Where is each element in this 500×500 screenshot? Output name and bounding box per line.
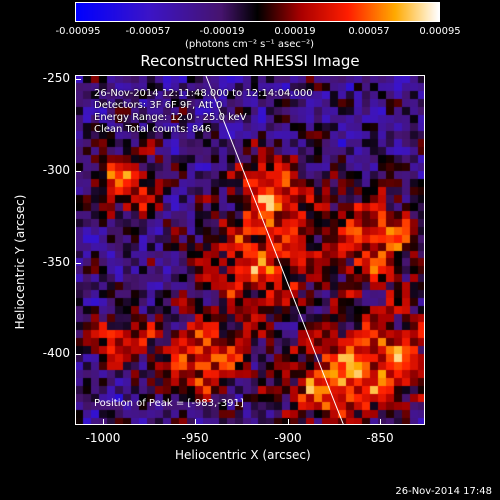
footer-date: 26-Nov-2014 17:48 bbox=[395, 486, 492, 497]
y-tick-label: -400 bbox=[42, 346, 70, 360]
x-axis-label: Heliocentric X (arcsec) bbox=[175, 448, 311, 462]
image-plot: 26-Nov-2014 12:11:48.000 to 12:14:04.000… bbox=[75, 75, 425, 425]
x-tick-label: -900 bbox=[274, 431, 302, 445]
x-tick-mark bbox=[103, 419, 104, 425]
peak-position: Position of Peak = [-983,-391] bbox=[94, 398, 244, 409]
x-tick-mark bbox=[288, 419, 289, 425]
colorbar-tick: -0.00095 bbox=[55, 26, 101, 37]
colorbar bbox=[75, 2, 440, 22]
y-tick-mark bbox=[75, 263, 81, 264]
x-tick-label: -950 bbox=[181, 431, 209, 445]
y-tick-label: -250 bbox=[42, 71, 70, 85]
colorbar-tick: 0.00095 bbox=[419, 26, 461, 37]
y-tick-label: -300 bbox=[42, 163, 70, 177]
info-energy: Energy Range: 12.0 - 25.0 keV bbox=[94, 112, 247, 123]
y-tick-mark bbox=[75, 79, 81, 80]
colorbar-tick: 0.00019 bbox=[274, 26, 316, 37]
colorbar-tick: 0.00057 bbox=[348, 26, 390, 37]
y-tick-mark bbox=[75, 354, 81, 355]
x-tick-mark bbox=[380, 419, 381, 425]
plot-title: Reconstructed RHESSI Image bbox=[140, 52, 360, 70]
y-tick-label: -350 bbox=[42, 255, 70, 269]
colorbar-tick: -0.00057 bbox=[125, 26, 171, 37]
info-detectors: Detectors: 3F 6F 9F, Att 0 bbox=[94, 100, 223, 111]
info-time-range: 26-Nov-2014 12:11:48.000 to 12:14:04.000 bbox=[94, 88, 313, 99]
x-tick-mark bbox=[195, 419, 196, 425]
x-tick-label: -1000 bbox=[85, 431, 121, 445]
info-clean: Clean Total counts: 846 bbox=[94, 124, 212, 135]
solar-limb-line bbox=[205, 76, 344, 424]
x-tick-label: -850 bbox=[366, 431, 394, 445]
y-tick-mark bbox=[75, 171, 81, 172]
limb-line-layer bbox=[205, 76, 344, 424]
colorbar-unit-label: (photons cm⁻² s⁻¹ asec⁻²) bbox=[185, 39, 315, 50]
y-axis-label: Heliocentric Y (arcsec) bbox=[13, 194, 27, 330]
heatmap-image bbox=[76, 76, 424, 424]
colorbar-tick: -0.00019 bbox=[199, 26, 245, 37]
